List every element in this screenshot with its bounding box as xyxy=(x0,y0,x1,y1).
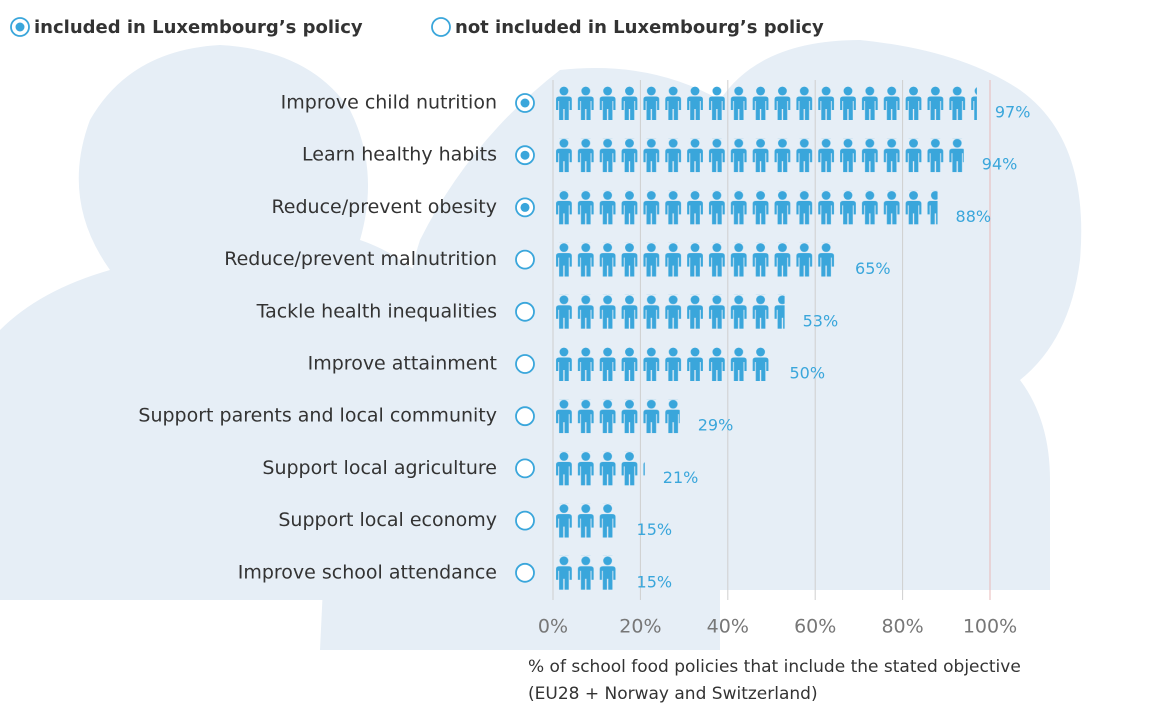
legend-marker xyxy=(431,17,451,37)
legend-marker-dot xyxy=(15,22,25,32)
policy-marker-dot xyxy=(520,202,530,212)
x-tick-label: 40% xyxy=(707,616,749,638)
legend-label: not included in Luxembourg’s policy xyxy=(455,17,824,38)
policy-marker-dot xyxy=(520,150,530,160)
x-axis-label: % of school food policies that include t… xyxy=(528,657,1021,677)
value-label: 29% xyxy=(698,416,734,435)
background xyxy=(0,40,1082,650)
value-label: 88% xyxy=(956,207,992,226)
x-tick-label: 20% xyxy=(619,616,661,638)
x-tick-label: 0% xyxy=(538,616,568,638)
value-label: 53% xyxy=(803,311,839,330)
bar xyxy=(553,347,772,381)
x-tick-label: 80% xyxy=(881,616,923,638)
bar xyxy=(553,399,680,434)
value-label: 94% xyxy=(982,155,1018,174)
policy-marker xyxy=(515,354,535,374)
policy-marker xyxy=(515,406,535,427)
category-label: Improve school attendance xyxy=(238,561,497,583)
policy-marker xyxy=(515,249,535,270)
value-label: 15% xyxy=(637,572,673,591)
bar xyxy=(553,503,619,538)
category-label: Support local agriculture xyxy=(262,457,497,479)
legend-label: included in Luxembourg’s policy xyxy=(34,17,363,38)
bar xyxy=(553,451,645,486)
bar xyxy=(553,242,838,277)
policy-marker xyxy=(515,510,535,531)
x-tick-label: 60% xyxy=(794,616,836,638)
category-label: Improve attainment xyxy=(308,353,497,375)
value-label: 97% xyxy=(995,103,1031,122)
policy-marker-dot xyxy=(520,98,530,108)
bar xyxy=(553,555,619,590)
value-label: 50% xyxy=(790,364,826,383)
value-label: 21% xyxy=(663,468,699,487)
bar xyxy=(553,190,938,225)
x-axis-label: (EU28 + Norway and Switzerland) xyxy=(528,684,818,704)
category-label: Reduce/prevent malnutrition xyxy=(224,248,497,270)
category-label: Learn healthy habits xyxy=(302,144,497,166)
category-label: Tackle health inequalities xyxy=(256,300,497,322)
category-label: Improve child nutrition xyxy=(281,92,497,114)
bar xyxy=(553,294,785,329)
legend: included in Luxembourg’s policy not incl… xyxy=(10,17,824,38)
category-label: Support local economy xyxy=(278,509,497,531)
policy-marker xyxy=(515,301,535,322)
category-label: Reduce/prevent obesity xyxy=(271,196,497,218)
bar xyxy=(553,86,977,120)
bar xyxy=(553,138,964,173)
value-label: 65% xyxy=(855,259,891,278)
category-label: Support parents and local community xyxy=(138,405,497,427)
policy-marker xyxy=(515,562,535,583)
x-tick-label: 100% xyxy=(963,616,1017,638)
value-label: 15% xyxy=(637,520,673,539)
policy-marker xyxy=(515,458,535,479)
